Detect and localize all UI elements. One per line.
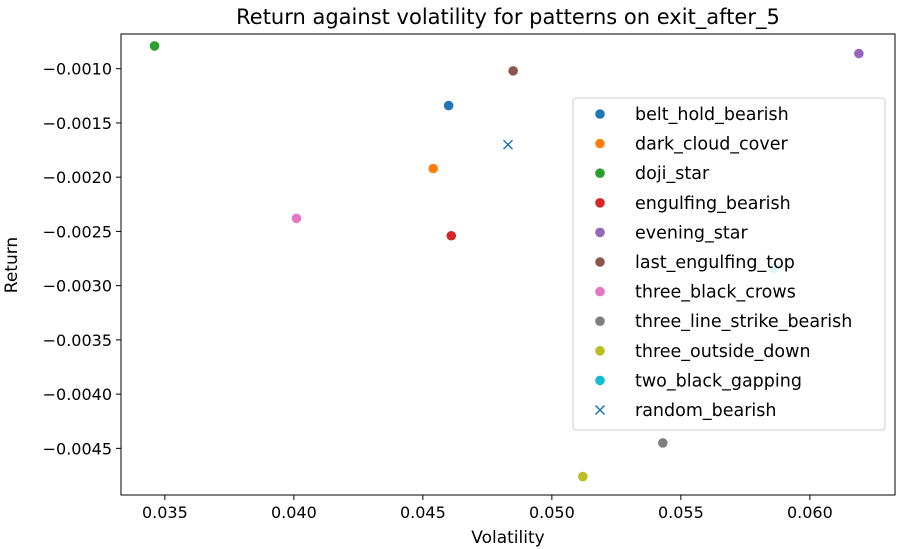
legend-marker-three-black-crows [595,286,605,297]
point-doji-star [149,41,160,51]
y-tick-label: −0.0040 [43,385,112,404]
y-tick-label: −0.0030 [43,277,112,296]
legend-label: belt_hold_bearish [635,105,789,125]
point-dark-cloud-cover [428,163,438,174]
point-three-outside-down [578,471,588,482]
x-tick-label: 0.045 [400,503,446,522]
y-tick-label: −0.0045 [43,439,112,458]
legend-label: three_line_strike_bearish [635,312,852,332]
x-axis: 0.035 0.040 0.045 0.050 0.055 0.060 [142,495,833,522]
point-random-bearish [502,139,514,150]
y-tick-label: −0.0020 [43,168,112,187]
legend-label: last_engulfing_top [635,253,795,273]
point-three-line-strike-bearish [658,438,668,448]
point-three-black-crows [291,213,302,224]
legend-label: engulfing_bearish [635,194,791,214]
legend-label: three_outside_down [635,342,811,362]
y-tick-label: −0.0035 [43,331,112,350]
y-tick-label: −0.0015 [43,114,112,133]
legend-marker-evening-star [595,227,605,238]
x-tick-label: 0.050 [529,503,575,522]
plot-frame [120,33,896,496]
point-belt-hold-bearish [443,100,454,111]
chart-title: Return against volatility for patterns o… [236,5,780,30]
legend-marker-last-engulfing-top [595,257,605,267]
y-axis: −0.0010 −0.0015 −0.0020 −0.0025 −0.0030 −0.00… [43,60,121,458]
legend-label: two_black_gapping [635,371,802,391]
point-last-engulfing-top [508,66,518,76]
x-tick-label: 0.055 [658,503,704,522]
legend-label: evening_star [635,223,748,243]
x-tick-label: 0.040 [271,503,317,522]
x-tick-label: 0.035 [142,503,188,522]
legend-box [572,97,886,431]
legend-marker-doji-star [595,168,605,178]
y-tick-label: −0.0025 [43,222,112,241]
legend: belt_hold_bearish dark_cloud_cover doji_st… [572,97,886,431]
point-engulfing-bearish [446,230,457,241]
x-marker-stroke [594,404,606,416]
plot-area [120,33,896,496]
legend-label: random_bearish [635,401,777,421]
y-tick-label: −0.0010 [43,60,112,79]
x-axis-label: Volatility [471,528,544,548]
legend-marker-random-bearish [594,404,606,416]
legend-marker-three-outside-down [595,346,605,356]
legend-label: doji_star [635,164,710,184]
point-evening-star [854,48,864,59]
legend-label: three_black_crows [635,283,796,303]
x-marker-stroke [502,139,514,150]
legend-label: dark_cloud_cover [635,135,789,155]
x-tick-label: 0.060 [787,503,833,522]
legend-marker-engulfing-bearish [595,198,605,208]
legend-marker-dark-cloud-cover [595,138,605,149]
legend-marker-three-line-strike-bearish [595,316,605,327]
y-axis-label: Return [2,237,22,293]
legend-marker-two-black-gapping [595,375,605,386]
legend-marker-belt-hold-bearish [595,109,605,119]
